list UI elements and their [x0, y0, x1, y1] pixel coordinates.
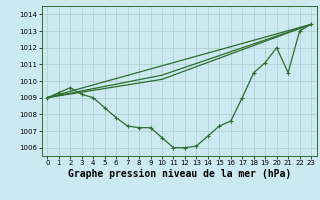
X-axis label: Graphe pression niveau de la mer (hPa): Graphe pression niveau de la mer (hPa)	[68, 169, 291, 179]
